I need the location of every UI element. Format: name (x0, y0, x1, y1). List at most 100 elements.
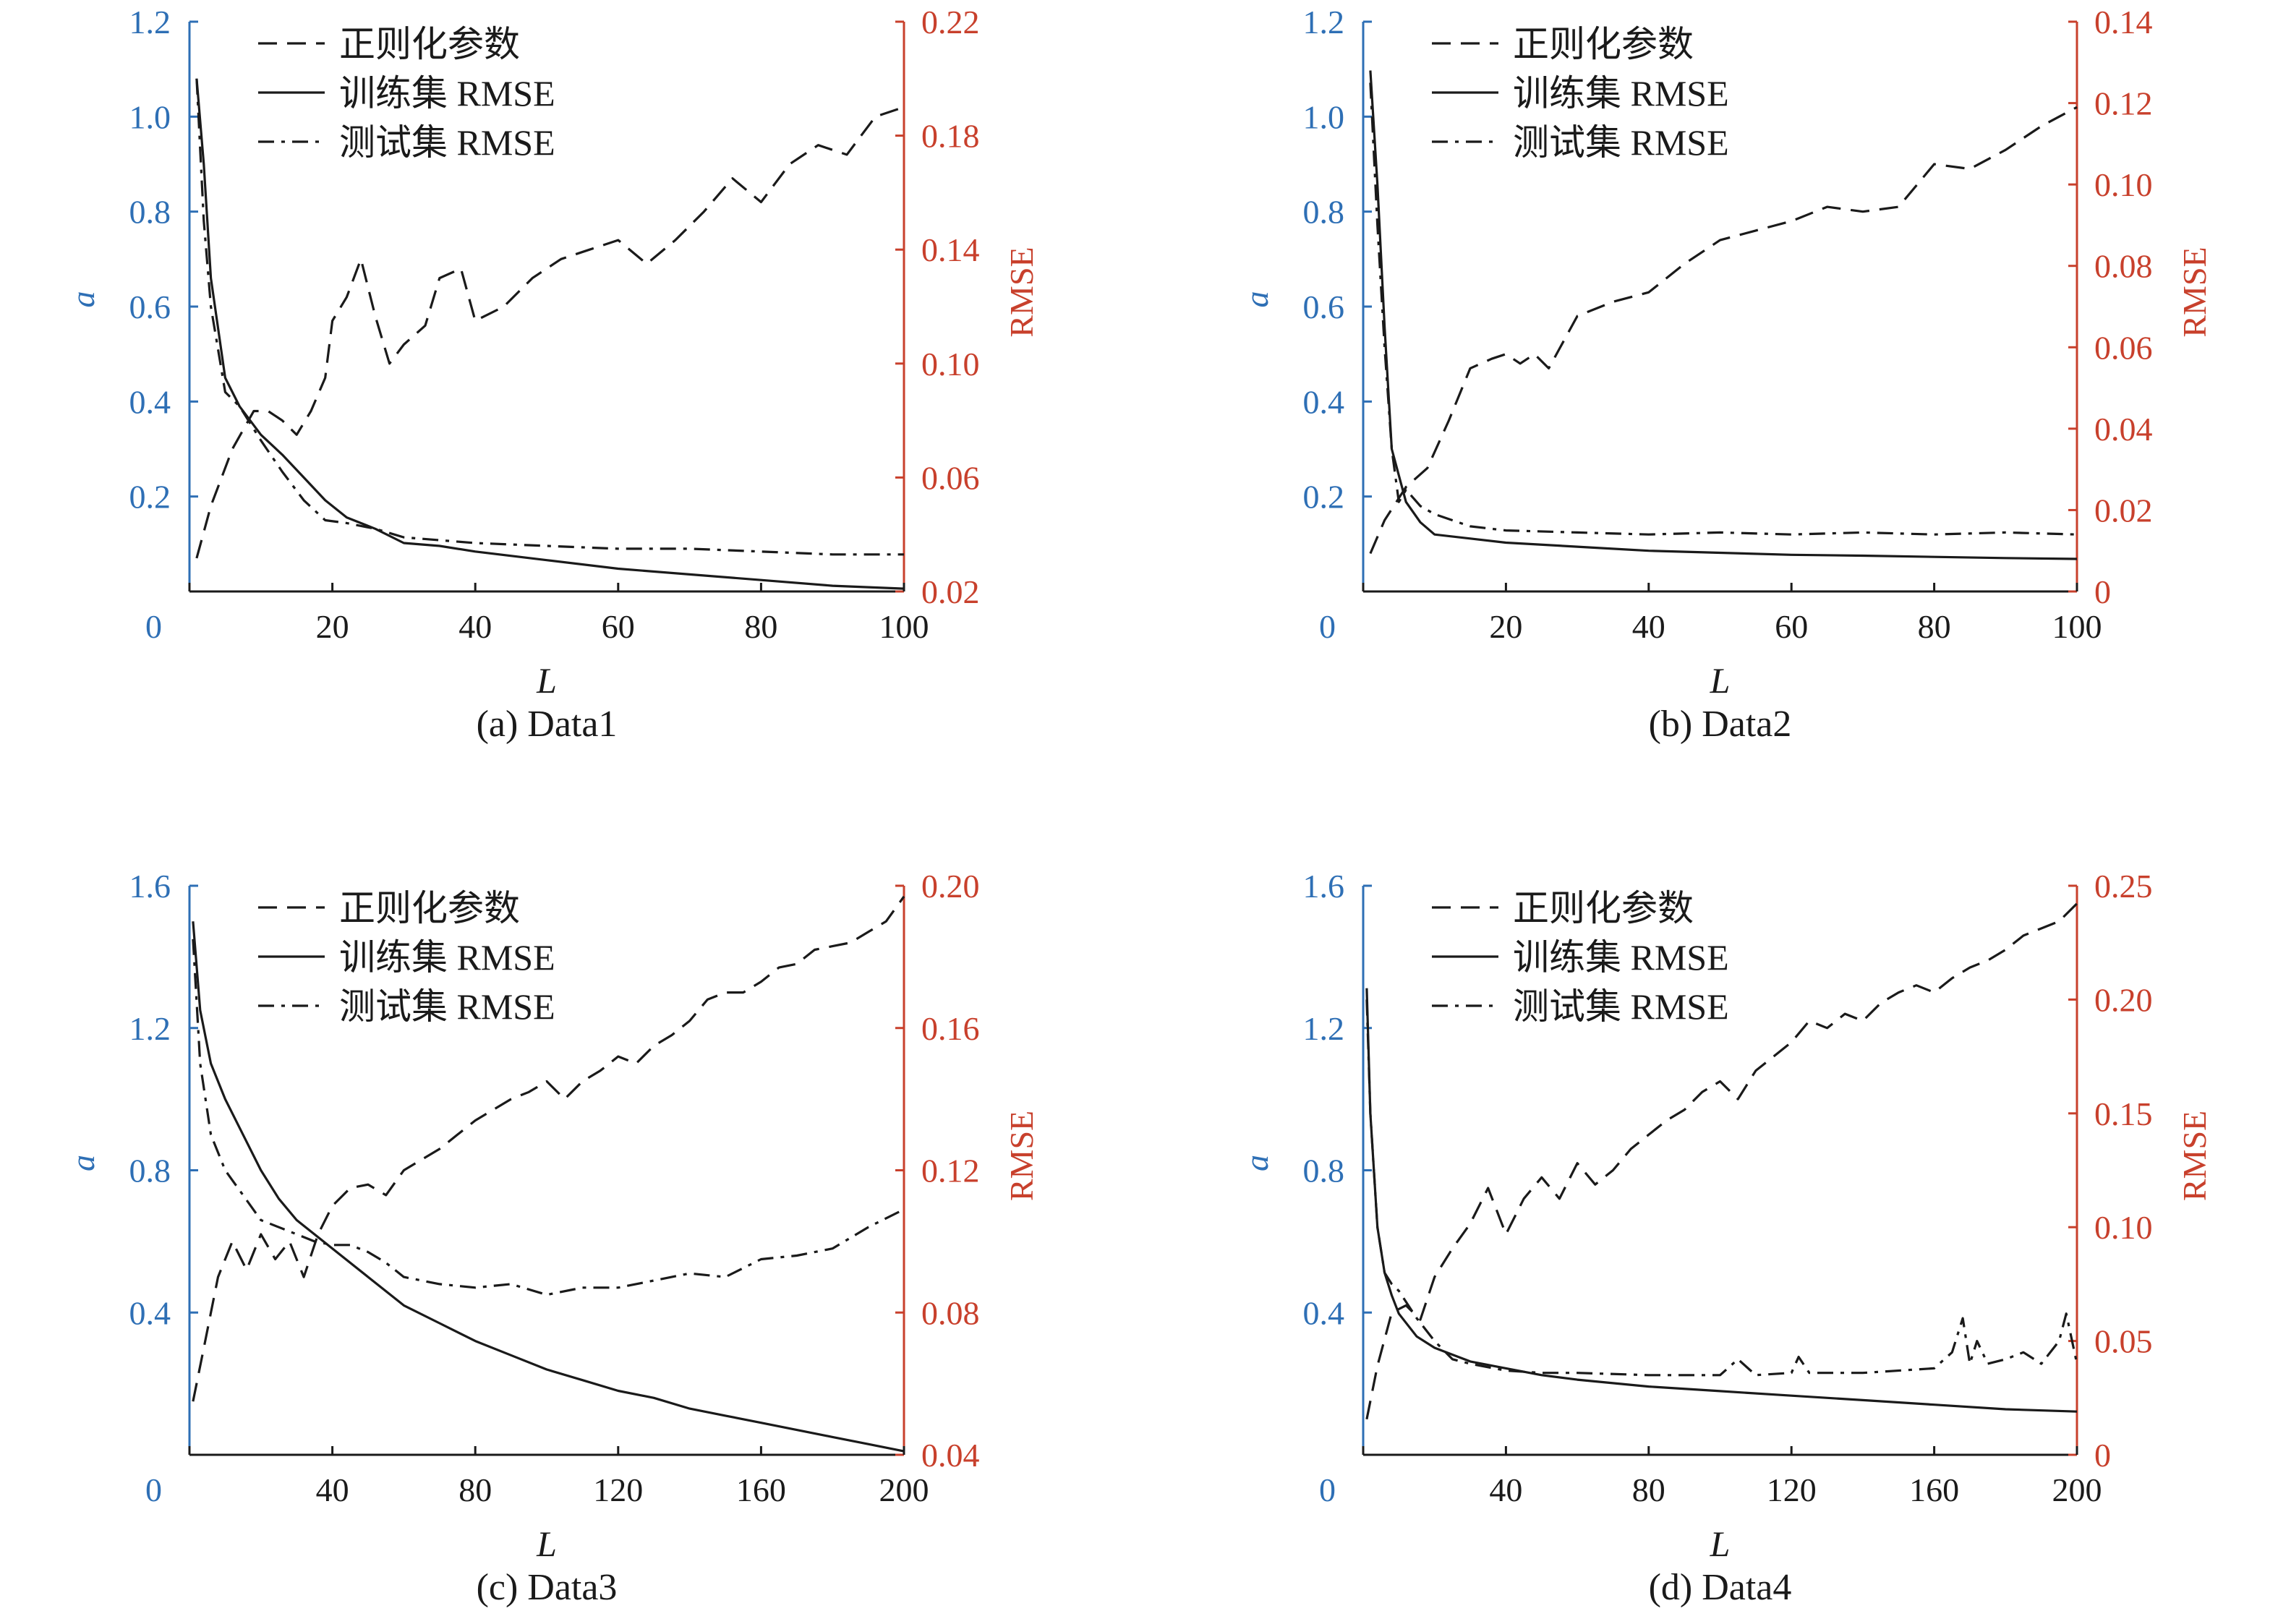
series-line-2 (195, 78, 905, 590)
right-tick-label: 0.10 (2094, 166, 2153, 203)
series-line-2 (1365, 988, 2078, 1413)
left-tick-label: 0.2 (1303, 479, 1345, 516)
right-tick-label: 0.08 (2094, 248, 2153, 285)
right-tick-label: 0.16 (921, 1010, 980, 1047)
left-tick-label: 1.6 (129, 868, 171, 905)
chart-panel-3: 0.4 0.8 1.2 1.6 0.04 0.08 0.12 0.16 0.20 40 80 120 1… (64, 868, 1040, 1608)
legend-label-1: 正则化参数 (339, 888, 520, 928)
x-tick-label: 20 (1489, 608, 1522, 645)
x-tick-label: 80 (1918, 608, 1951, 645)
x-tick-label: 200 (879, 1471, 929, 1508)
chart-panel-4: 0.4 0.8 1.2 1.6 0 0.05 0.10 0.15 0.20 0.25 40 80 120… (1238, 868, 2213, 1608)
right-tick-label: 0.06 (2094, 329, 2153, 366)
left-tick-label: 1.2 (129, 4, 171, 40)
x-tick-label: 40 (458, 608, 492, 645)
left-tick-label: 1.2 (1303, 1010, 1345, 1047)
series-line-2 (192, 921, 905, 1453)
x-tick-label: 80 (744, 608, 777, 645)
chart-panel-2: 0.2 0.4 0.6 0.8 1.0 1.2 0 0.02 0.04 0.06 0.08 0.10 0… (1238, 4, 2213, 745)
legend-label-2: 训练集 RMSE (339, 937, 555, 978)
series-line-2 (1369, 70, 2078, 560)
x-axis-label: L (1710, 1523, 1731, 1564)
series-line-1 (195, 106, 905, 559)
legend-label-2: 训练集 RMSE (1513, 937, 1729, 978)
left-tick-label: 0.6 (129, 289, 171, 325)
origin-label: 0 (145, 1471, 162, 1508)
right-tick-label: 0.06 (921, 459, 980, 496)
origin-label: 0 (145, 608, 162, 645)
right-tick-label: 0.20 (921, 868, 980, 905)
right-tick-label: 0.14 (2094, 4, 2153, 40)
x-tick-label: 40 (316, 1471, 349, 1508)
right-tick-label: 0.04 (921, 1437, 980, 1474)
x-tick-label: 80 (458, 1471, 492, 1508)
x-tick-label: 40 (1489, 1471, 1522, 1508)
x-tick-label: 120 (1767, 1471, 1817, 1508)
right-tick-label: 0.12 (921, 1153, 980, 1189)
right-axis-label: RMSE (1003, 1111, 1040, 1201)
right-tick-label: 0.18 (921, 118, 980, 155)
x-tick-label: 120 (593, 1471, 643, 1508)
series-line-1 (1369, 106, 2078, 555)
right-tick-label: 0.20 (2094, 981, 2153, 1018)
right-tick-label: 0.08 (921, 1294, 980, 1331)
right-tick-label: 0.15 (2094, 1095, 2153, 1132)
left-axis-label: a (64, 291, 101, 308)
left-tick-label: 0.8 (1303, 1153, 1345, 1189)
left-tick-label: 0.8 (129, 1153, 171, 1189)
legend-label-2: 训练集 RMSE (339, 73, 555, 114)
left-tick-label: 0.8 (129, 194, 171, 231)
legend-label-1: 正则化参数 (1513, 888, 1694, 928)
series-line-3 (1365, 999, 2078, 1377)
left-tick-label: 1.6 (1303, 868, 1345, 905)
series-line-3 (192, 939, 905, 1296)
left-tick-label: 1.0 (129, 98, 171, 135)
panel-caption: (c) Data3 (477, 1567, 618, 1608)
left-tick-label: 1.2 (129, 1010, 171, 1047)
left-tick-label: 1.2 (1303, 4, 1345, 40)
legend-label-1: 正则化参数 (1513, 24, 1694, 64)
right-tick-label: 0.25 (2094, 868, 2153, 905)
right-tick-label: 0.10 (2094, 1209, 2153, 1246)
panel-caption: (b) Data2 (1649, 704, 1792, 745)
origin-label: 0 (1319, 1471, 1336, 1508)
left-tick-label: 0.4 (129, 383, 171, 420)
right-tick-label: 0.02 (2094, 492, 2153, 529)
x-tick-label: 80 (1632, 1471, 1665, 1508)
right-tick-label: 0 (2094, 1437, 2111, 1474)
x-axis-label: L (536, 1523, 557, 1564)
legend-label-3: 测试集 RMSE (339, 986, 555, 1027)
x-tick-label: 60 (602, 608, 635, 645)
left-axis-label: a (64, 1155, 101, 1171)
right-tick-label: 0 (2094, 573, 2111, 610)
left-tick-label: 0.8 (1303, 194, 1345, 231)
panel-caption: (a) Data1 (477, 704, 618, 745)
left-axis-label: a (1238, 291, 1275, 308)
legend-label-2: 训练集 RMSE (1513, 73, 1729, 114)
x-tick-label: 100 (2052, 608, 2102, 645)
series-line-3 (195, 78, 904, 556)
left-tick-label: 1.0 (1303, 98, 1345, 135)
left-tick-label: 0.4 (129, 1294, 171, 1331)
legend-label-1: 正则化参数 (339, 24, 520, 64)
legend-label-3: 测试集 RMSE (339, 122, 555, 163)
right-tick-label: 0.14 (921, 231, 980, 268)
right-tick-label: 0.04 (2094, 411, 2153, 448)
x-tick-label: 200 (2052, 1471, 2102, 1508)
x-tick-label: 60 (1775, 608, 1808, 645)
x-tick-label: 40 (1632, 608, 1665, 645)
chart-panel-1: 0.2 0.4 0.6 0.8 1.0 1.2 0.02 0.06 0.10 0.14 0.18 0.… (64, 4, 1040, 745)
series-line-1 (192, 895, 905, 1402)
x-tick-label: 100 (879, 608, 929, 645)
legend-label-3: 测试集 RMSE (1513, 986, 1729, 1027)
x-tick-label: 20 (316, 608, 349, 645)
right-tick-label: 0.02 (921, 573, 980, 610)
right-tick-label: 0.12 (2094, 85, 2153, 122)
x-axis-label: L (1710, 660, 1731, 701)
left-axis-label: a (1238, 1155, 1275, 1171)
series-line-1 (1365, 902, 2078, 1420)
right-axis-label: RMSE (1003, 247, 1040, 337)
x-tick-label: 160 (736, 1471, 786, 1508)
legend-label-3: 测试集 RMSE (1513, 122, 1729, 163)
